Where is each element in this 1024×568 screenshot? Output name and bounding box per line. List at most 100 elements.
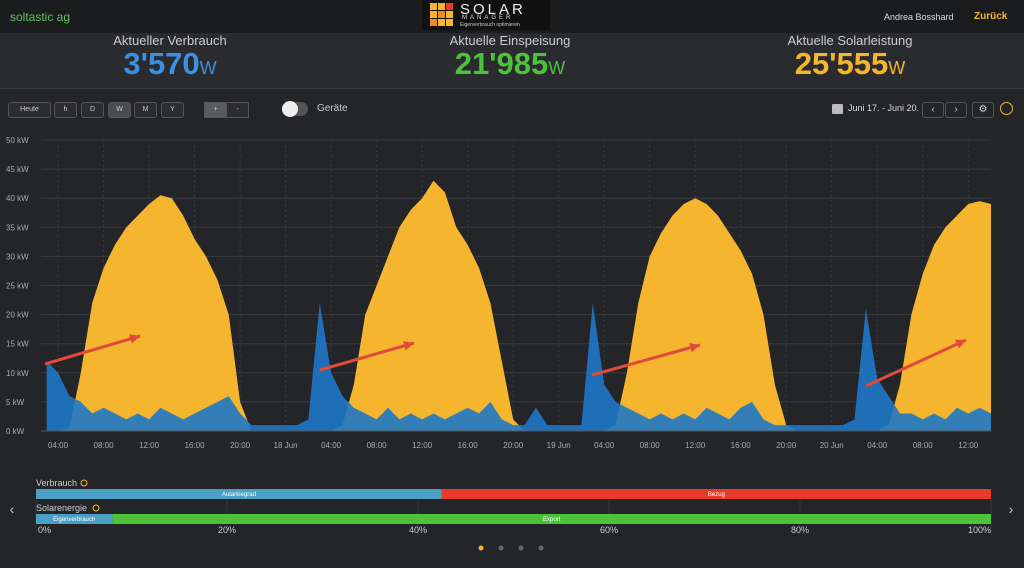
page-dot[interactable]: [478, 545, 484, 551]
y-tick-label: 35 kW: [6, 223, 29, 232]
page-dot[interactable]: [538, 545, 544, 551]
back-link[interactable]: Zurück: [974, 11, 1008, 22]
x-tick-label: 08:00: [640, 441, 661, 450]
segment-label: Bezug: [708, 492, 725, 498]
arrow-head: [403, 341, 414, 351]
y-tick-label: 5 kW: [6, 398, 25, 407]
x-tick-label: 100%: [968, 525, 991, 535]
logo-tagline: Eigenverbrauch optimieren: [460, 22, 520, 28]
x-tick-label: 08:00: [367, 441, 388, 450]
share-segment: [36, 514, 113, 524]
y-tick-label: 45 kW: [6, 165, 29, 174]
period-button[interactable]: Heute: [8, 102, 51, 118]
x-tick-label: 04:00: [867, 441, 888, 450]
x-tick-label: 12:00: [412, 441, 433, 450]
logo-subtitle: MANAGER: [462, 15, 514, 21]
toggle-label: Geräte: [317, 103, 348, 114]
nav-arrow[interactable]: ‹: [10, 501, 15, 517]
nav-button[interactable]: ›: [945, 102, 967, 118]
area: [46, 302, 992, 431]
stat: Aktueller Verbrauch 3'570W: [0, 33, 340, 84]
x-tick-label: 08:00: [94, 441, 115, 450]
x-tick-label: 20:00: [776, 441, 797, 450]
y-tick-label: 40 kW: [6, 194, 29, 203]
unit: W: [888, 58, 906, 78]
user-name: Andrea Bosshard: [884, 12, 954, 22]
info-icon: [80, 479, 88, 487]
unit: W: [548, 58, 566, 78]
y-tick-label: 0 kW: [6, 427, 25, 436]
logo: SOLAR MANAGER Eigenverbrauch optimieren: [422, 0, 550, 30]
stat-label: Aktuelle Solarleistung: [787, 33, 913, 48]
period-button[interactable]: W: [108, 102, 131, 118]
stat-value: 25'555W: [680, 48, 1020, 84]
logo-icon: [430, 3, 453, 26]
arrow: [865, 338, 967, 388]
arrow-head: [689, 343, 700, 353]
segment-label: Eigenverbrauch: [53, 517, 95, 523]
x-tick-label: 20 Jun: [820, 441, 844, 450]
x-tick-label: 16:00: [731, 441, 752, 450]
row-title: Verbrauch: [36, 478, 77, 488]
segment-label: Autarkiegrad: [222, 492, 256, 498]
arrow-head: [955, 339, 966, 349]
x-tick-label: 08:00: [913, 441, 934, 450]
stat: Aktuelle Solarleistung 25'555W: [680, 33, 1020, 84]
date-range[interactable]: Juni 17. - Juni 20.: [848, 103, 920, 113]
period-button[interactable]: Y: [161, 102, 184, 118]
period-button[interactable]: h: [54, 102, 77, 118]
y-tick-label: 50 kW: [6, 136, 29, 145]
x-tick-label: 60%: [600, 525, 618, 535]
x-tick-label: 40%: [409, 525, 427, 535]
x-tick-label: 20:00: [503, 441, 524, 450]
page-dot[interactable]: [518, 545, 524, 551]
share-segment: [36, 489, 442, 499]
stat-label: Aktueller Verbrauch: [113, 33, 227, 48]
segment-label: Export: [543, 517, 561, 523]
share-segment: [112, 514, 991, 524]
y-tick-label: 20 kW: [6, 311, 29, 320]
x-tick-label: 0%: [38, 525, 51, 535]
x-tick-label: 18 Jun: [274, 441, 298, 450]
zoom-button[interactable]: -: [226, 102, 249, 118]
nav-arrow[interactable]: ›: [1009, 501, 1014, 517]
stats-bar: [0, 33, 1024, 89]
arrow: [319, 341, 415, 372]
stat-value: 21'985W: [340, 48, 680, 84]
y-tick-label: 10 kW: [6, 369, 29, 378]
nav-button[interactable]: ‹: [922, 102, 944, 118]
x-tick-label: 80%: [791, 525, 809, 535]
x-tick-label: 20%: [218, 525, 236, 535]
x-tick-label: 19 Jun: [547, 441, 571, 450]
x-tick-label: 04:00: [48, 441, 69, 450]
y-tick-label: 15 kW: [6, 340, 29, 349]
x-tick-label: 16:00: [458, 441, 479, 450]
x-tick-label: 12:00: [958, 441, 979, 450]
y-tick-label: 25 kW: [6, 282, 29, 291]
stat-value: 3'570W: [0, 48, 340, 84]
logo-title: SOLAR: [460, 1, 526, 18]
toggle-knob[interactable]: [282, 101, 298, 117]
share-segment: [441, 489, 991, 499]
x-tick-label: 16:00: [185, 441, 206, 450]
x-tick-label: 12:00: [139, 441, 160, 450]
x-tick-label: 04:00: [594, 441, 615, 450]
period-button[interactable]: M: [134, 102, 157, 118]
area: [46, 180, 992, 431]
page-dot[interactable]: [498, 545, 504, 551]
arrow: [44, 334, 141, 366]
y-tick-label: 30 kW: [6, 252, 29, 261]
value: 3'570: [123, 46, 200, 81]
info-icon[interactable]: [1000, 102, 1013, 115]
stat-label: Aktuelle Einspeisung: [449, 33, 571, 48]
period-button[interactable]: D: [81, 102, 104, 118]
arrow: [591, 343, 701, 377]
arrow-head: [129, 334, 140, 344]
nav-button[interactable]: ⚙: [972, 102, 994, 118]
value: 25'555: [794, 46, 889, 81]
row-title: Solarenergie: [36, 503, 87, 513]
calendar-icon[interactable]: [832, 104, 843, 114]
x-tick-label: 20:00: [230, 441, 251, 450]
